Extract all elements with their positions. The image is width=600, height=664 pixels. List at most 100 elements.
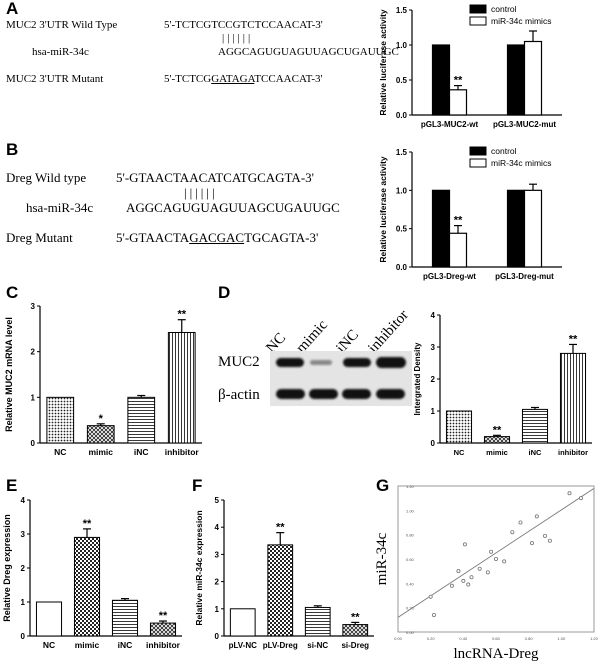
- band-muc2-nc: [276, 358, 304, 367]
- x-label-inc: iNC: [118, 640, 133, 650]
- y-tick-label: 2: [431, 375, 436, 384]
- scatter-point: [489, 549, 494, 554]
- x-label-nc: NC: [454, 448, 465, 457]
- y-tick-label: 4: [431, 311, 436, 320]
- band-muc2-inc: [343, 358, 371, 367]
- y-axis-label: Intergrated Density: [413, 342, 422, 415]
- bar-inhibitor: [149, 622, 177, 637]
- x-label-inc: iNC: [529, 448, 543, 457]
- legend-swatch-control: [469, 4, 487, 14]
- x-tick-label: 0.00: [394, 636, 403, 641]
- significance-marker: **: [454, 75, 463, 87]
- muc2-mut-seq: 5'-TCTCGGATAGATCCAACAT-3': [164, 73, 323, 85]
- y-tick-label: 1: [31, 393, 36, 402]
- scatter-point: [462, 542, 467, 547]
- muc2-mut-core: GATAGA: [211, 73, 255, 85]
- chart-d-density: 0 1 2 3 4 Intergrated Density NC ** mimic iNC ** in…: [413, 311, 592, 457]
- x-label-pgl3-muc2-mut: pGL3-MUC2-mut: [493, 120, 556, 129]
- x-axis-label: lncRNA-Dreg: [454, 646, 539, 662]
- x-label-nc: NC: [54, 447, 66, 457]
- panel-f-letter: F: [192, 476, 203, 495]
- bar-inc: [521, 408, 549, 444]
- y-tick-label: 4: [21, 496, 26, 505]
- y-tick-label: 0.00: [406, 630, 415, 635]
- x-label-nc: NC: [43, 640, 55, 650]
- y-axis-label: Relative Dreg expression: [2, 514, 12, 622]
- y-tick-label: 1.20: [406, 484, 415, 489]
- y-tick-label: 1: [431, 407, 436, 416]
- y-tick-label: 0.0: [396, 263, 408, 272]
- band-actin-inhibitor: [376, 389, 405, 399]
- y-tick-label: 5: [215, 496, 220, 505]
- scatter-point: [518, 520, 523, 525]
- legend-label-mir-34c-mimics: miR-34c mimics: [491, 158, 551, 168]
- y-tick-label: 1.5: [396, 148, 408, 157]
- y-tick-label: 0: [31, 439, 36, 448]
- y-tick-label: 2: [215, 578, 220, 587]
- bar-mimic: [73, 536, 101, 637]
- scatter-point: [567, 491, 572, 496]
- mir-34c-mimics-pgl3-dreg-mut-bar: [523, 189, 543, 268]
- scatter-point: [547, 538, 552, 543]
- y-tick-label: 1: [21, 598, 26, 607]
- scatter-point: [477, 566, 482, 571]
- y-tick-label: 3: [431, 343, 436, 352]
- bar-inc: [127, 396, 156, 444]
- panel-g-letter: G: [376, 476, 390, 495]
- y-tick-label: 3: [21, 530, 26, 539]
- control-pgl3-muc2-wt-bar: [431, 44, 451, 116]
- x-tick-label: 0.80: [525, 636, 534, 641]
- bar-nc: [35, 601, 63, 637]
- muc2-mut-label: MUC2 3'UTR Mutant: [6, 73, 104, 85]
- significance-si-dreg: **: [351, 611, 360, 623]
- band-actin-mimic: [309, 389, 338, 399]
- scatter-point: [449, 583, 454, 588]
- chart-f-mir34c-expression: 0 1 2 3 4 5 Relative miR-34c expression pLV-NC *…: [194, 496, 374, 650]
- control-pgl3-dreg-mut-bar: [506, 189, 526, 268]
- y-tick-label: 1.0: [396, 41, 408, 50]
- plot-frame: [397, 485, 595, 633]
- panel-a-letter: A: [6, 0, 19, 18]
- dreg-wt-seq: 5'-GTAACTAACATCATGCAGTA-3': [116, 170, 314, 185]
- x-label-mimic: mimic: [486, 448, 508, 457]
- bar-inhibitor: [559, 352, 587, 444]
- scatter-point: [494, 557, 499, 562]
- x-label-mimic: mimic: [75, 640, 100, 650]
- control-pgl3-muc2-mut-bar: [506, 44, 526, 116]
- x-label-inc: iNC: [134, 447, 149, 457]
- x-tick-label: 1.00: [557, 636, 566, 641]
- y-tick-label: 0.5: [396, 225, 408, 234]
- y-tick-label: 0: [431, 439, 436, 448]
- scatter-point: [466, 582, 471, 587]
- band-actin-nc: [276, 389, 305, 399]
- muc2-mir-seq: AGGCAGUGUAGUUAGCUGAUUGC: [218, 46, 399, 58]
- scatter-point: [529, 541, 534, 546]
- legend-swatch-mir-34c-mimics: [469, 16, 487, 26]
- mir-34c-mimics-pgl3-muc2-mut-bar: [523, 40, 543, 116]
- scatter-point: [510, 530, 515, 535]
- x-label-pgl3-dreg-wt: pGL3-Dreg-wt: [423, 272, 476, 281]
- x-tick-label: 0.40: [459, 636, 468, 641]
- y-tick-label: 0: [215, 632, 220, 641]
- legend-swatch-mir-34c-mimics: [469, 158, 487, 168]
- y-tick-label: 2: [31, 348, 36, 357]
- scatter-point: [485, 570, 490, 575]
- scatter-point: [542, 533, 547, 538]
- y-tick-label: 2: [21, 564, 26, 573]
- y-tick-label: 1.5: [396, 6, 408, 15]
- band-actin-inc: [342, 389, 371, 399]
- x-label-inhibitor: inhibitor: [165, 447, 200, 457]
- y-tick-label: 0.5: [396, 76, 408, 85]
- x-label-plv-dreg: pLV-Dreg: [263, 641, 298, 650]
- muc2-mir-label: hsa-miR-34c: [32, 46, 89, 58]
- x-label-pgl3-dreg-mut: pGL3-Dreg-mut: [495, 272, 554, 281]
- legend-label-mir-34c-mimics: miR-34c mimics: [491, 16, 551, 26]
- y-axis-label: Relative miR-34c expression: [194, 510, 204, 625]
- y-tick-label: 0.20: [406, 606, 415, 611]
- blot-row-beta-actin: β-actin: [218, 387, 260, 403]
- dreg-mut-label: Dreg Mutant: [6, 230, 73, 245]
- significance-mimic: **: [83, 518, 92, 530]
- significance-mimic: *: [99, 413, 104, 425]
- muc2-pairing-lines: ||||||: [222, 32, 254, 44]
- dreg-mut-core: GACGAC: [189, 230, 245, 245]
